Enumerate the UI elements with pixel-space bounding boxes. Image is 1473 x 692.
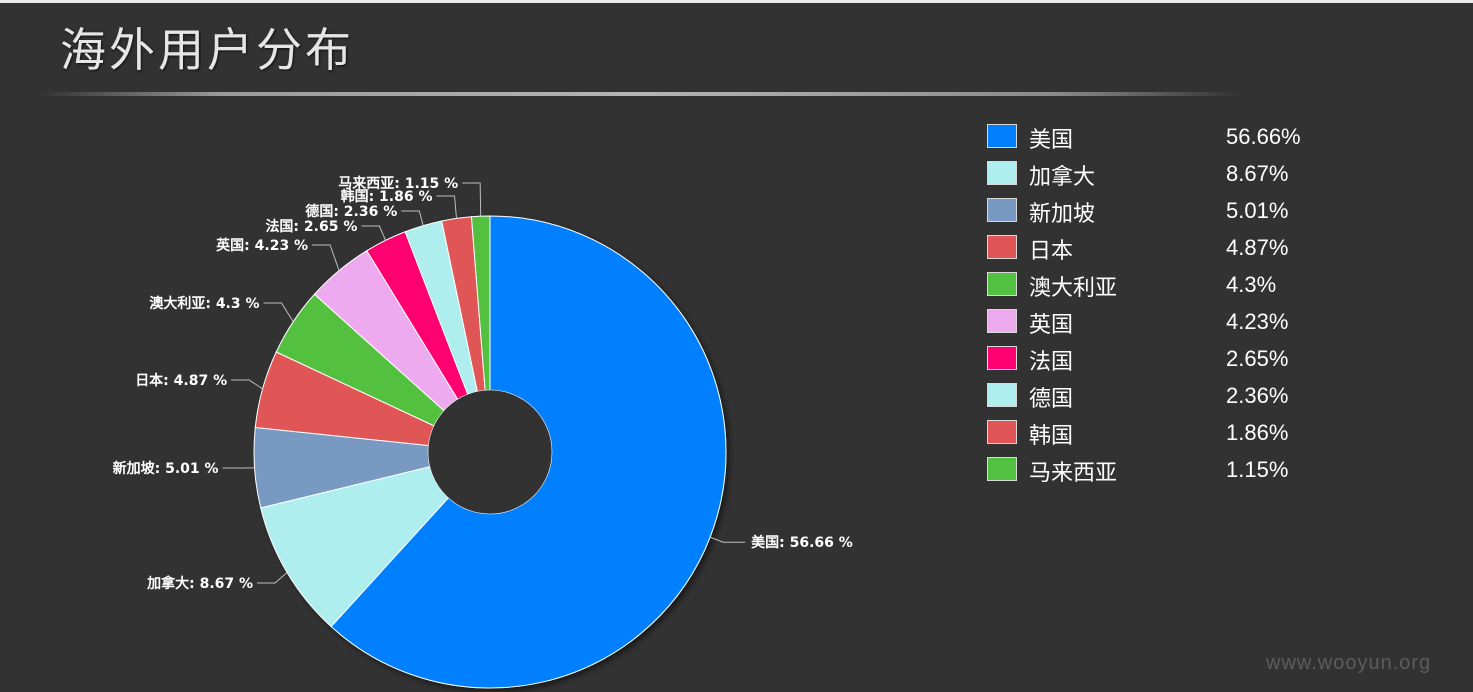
slice-label: 美国: 56.66 % bbox=[751, 534, 853, 551]
legend-label: 新加坡 bbox=[1029, 202, 1096, 227]
legend-swatch bbox=[987, 346, 1017, 370]
legend-item[interactable]: 日本 4.87% bbox=[986, 232, 1346, 269]
legend-swatch bbox=[987, 272, 1017, 296]
legend-value: 1.86% bbox=[1226, 420, 1289, 445]
legend-item[interactable]: 英国 4.23% bbox=[986, 306, 1346, 343]
legend-label: 日本 bbox=[1029, 239, 1074, 264]
label-leader-line bbox=[312, 244, 340, 271]
legend-item[interactable]: 法国 2.65% bbox=[986, 343, 1346, 380]
legend-swatch bbox=[987, 383, 1017, 407]
slice-label: 德国: 2.36 % bbox=[305, 203, 397, 220]
label-leader-line bbox=[709, 536, 746, 543]
legend-swatch bbox=[987, 420, 1017, 444]
chart-legend: 美国 56.66% 加拿大 8.67% 新加坡 5.01% 日本 4.87% 澳… bbox=[986, 121, 1346, 491]
legend-label: 德国 bbox=[1029, 387, 1074, 412]
slice-label: 日本: 4.87 % bbox=[135, 372, 227, 389]
legend-swatch bbox=[987, 161, 1017, 185]
title-divider bbox=[40, 92, 1240, 96]
legend-value: 2.36% bbox=[1226, 383, 1289, 408]
legend-label: 加拿大 bbox=[1029, 165, 1096, 190]
legend-label: 英国 bbox=[1029, 313, 1074, 338]
slice-label: 澳大利亚: 4.3 % bbox=[149, 295, 259, 312]
legend-item[interactable]: 新加坡 5.01% bbox=[986, 195, 1346, 232]
legend-value: 4.3% bbox=[1226, 272, 1277, 297]
legend-item[interactable]: 马来西亚 1.15% bbox=[986, 454, 1346, 491]
slice-label: 韩国: 1.86 % bbox=[341, 188, 433, 205]
legend-item[interactable]: 韩国 1.86% bbox=[986, 417, 1346, 454]
legend-value: 4.87% bbox=[1226, 235, 1289, 260]
label-leader-line bbox=[401, 210, 424, 226]
page-title: 海外用户分布 bbox=[60, 23, 354, 77]
legend-value: 8.67% bbox=[1226, 161, 1289, 186]
slice-label: 英国: 4.23 % bbox=[215, 237, 308, 254]
label-leader-line bbox=[257, 572, 288, 584]
legend-label: 美国 bbox=[1029, 128, 1074, 153]
legend-swatch bbox=[987, 198, 1017, 222]
label-leader-line bbox=[231, 379, 263, 390]
legend-swatch bbox=[987, 235, 1017, 259]
window-top-border bbox=[0, 0, 1473, 3]
slice-label: 新加坡: 5.01 % bbox=[113, 460, 219, 477]
legend-label: 马来西亚 bbox=[1029, 461, 1118, 486]
legend-item[interactable]: 澳大利亚 4.3% bbox=[986, 269, 1346, 306]
legend-swatch bbox=[987, 309, 1017, 333]
donut-hole bbox=[427, 389, 553, 515]
label-leader-line bbox=[462, 182, 482, 217]
legend-value: 5.01% bbox=[1226, 198, 1289, 223]
legend-label: 澳大利亚 bbox=[1029, 276, 1118, 301]
legend-item[interactable]: 美国 56.66% bbox=[986, 121, 1346, 158]
legend-label: 韩国 bbox=[1029, 424, 1074, 449]
legend-value: 1.15% bbox=[1226, 457, 1289, 482]
legend-item[interactable]: 德国 2.36% bbox=[986, 380, 1346, 417]
legend-item[interactable]: 加拿大 8.67% bbox=[986, 158, 1346, 195]
legend-swatch bbox=[987, 124, 1017, 148]
legend-value: 4.23% bbox=[1226, 309, 1289, 334]
legend-swatch bbox=[987, 457, 1017, 481]
legend-value: 56.66% bbox=[1226, 124, 1301, 149]
watermark: www.wooyun.org bbox=[1266, 652, 1432, 674]
pie-slice[interactable] bbox=[260, 451, 492, 628]
label-leader-line bbox=[361, 225, 387, 241]
label-leader-line bbox=[263, 302, 294, 322]
slice-label: 加拿大: 8.67 % bbox=[146, 575, 253, 592]
legend-label: 法国 bbox=[1029, 350, 1074, 375]
legend-value: 2.65% bbox=[1226, 346, 1289, 371]
label-leader-line bbox=[436, 195, 457, 219]
slice-label: 法国: 2.65 % bbox=[265, 218, 357, 235]
slice-label: 马来西亚: 1.15 % bbox=[338, 176, 458, 192]
